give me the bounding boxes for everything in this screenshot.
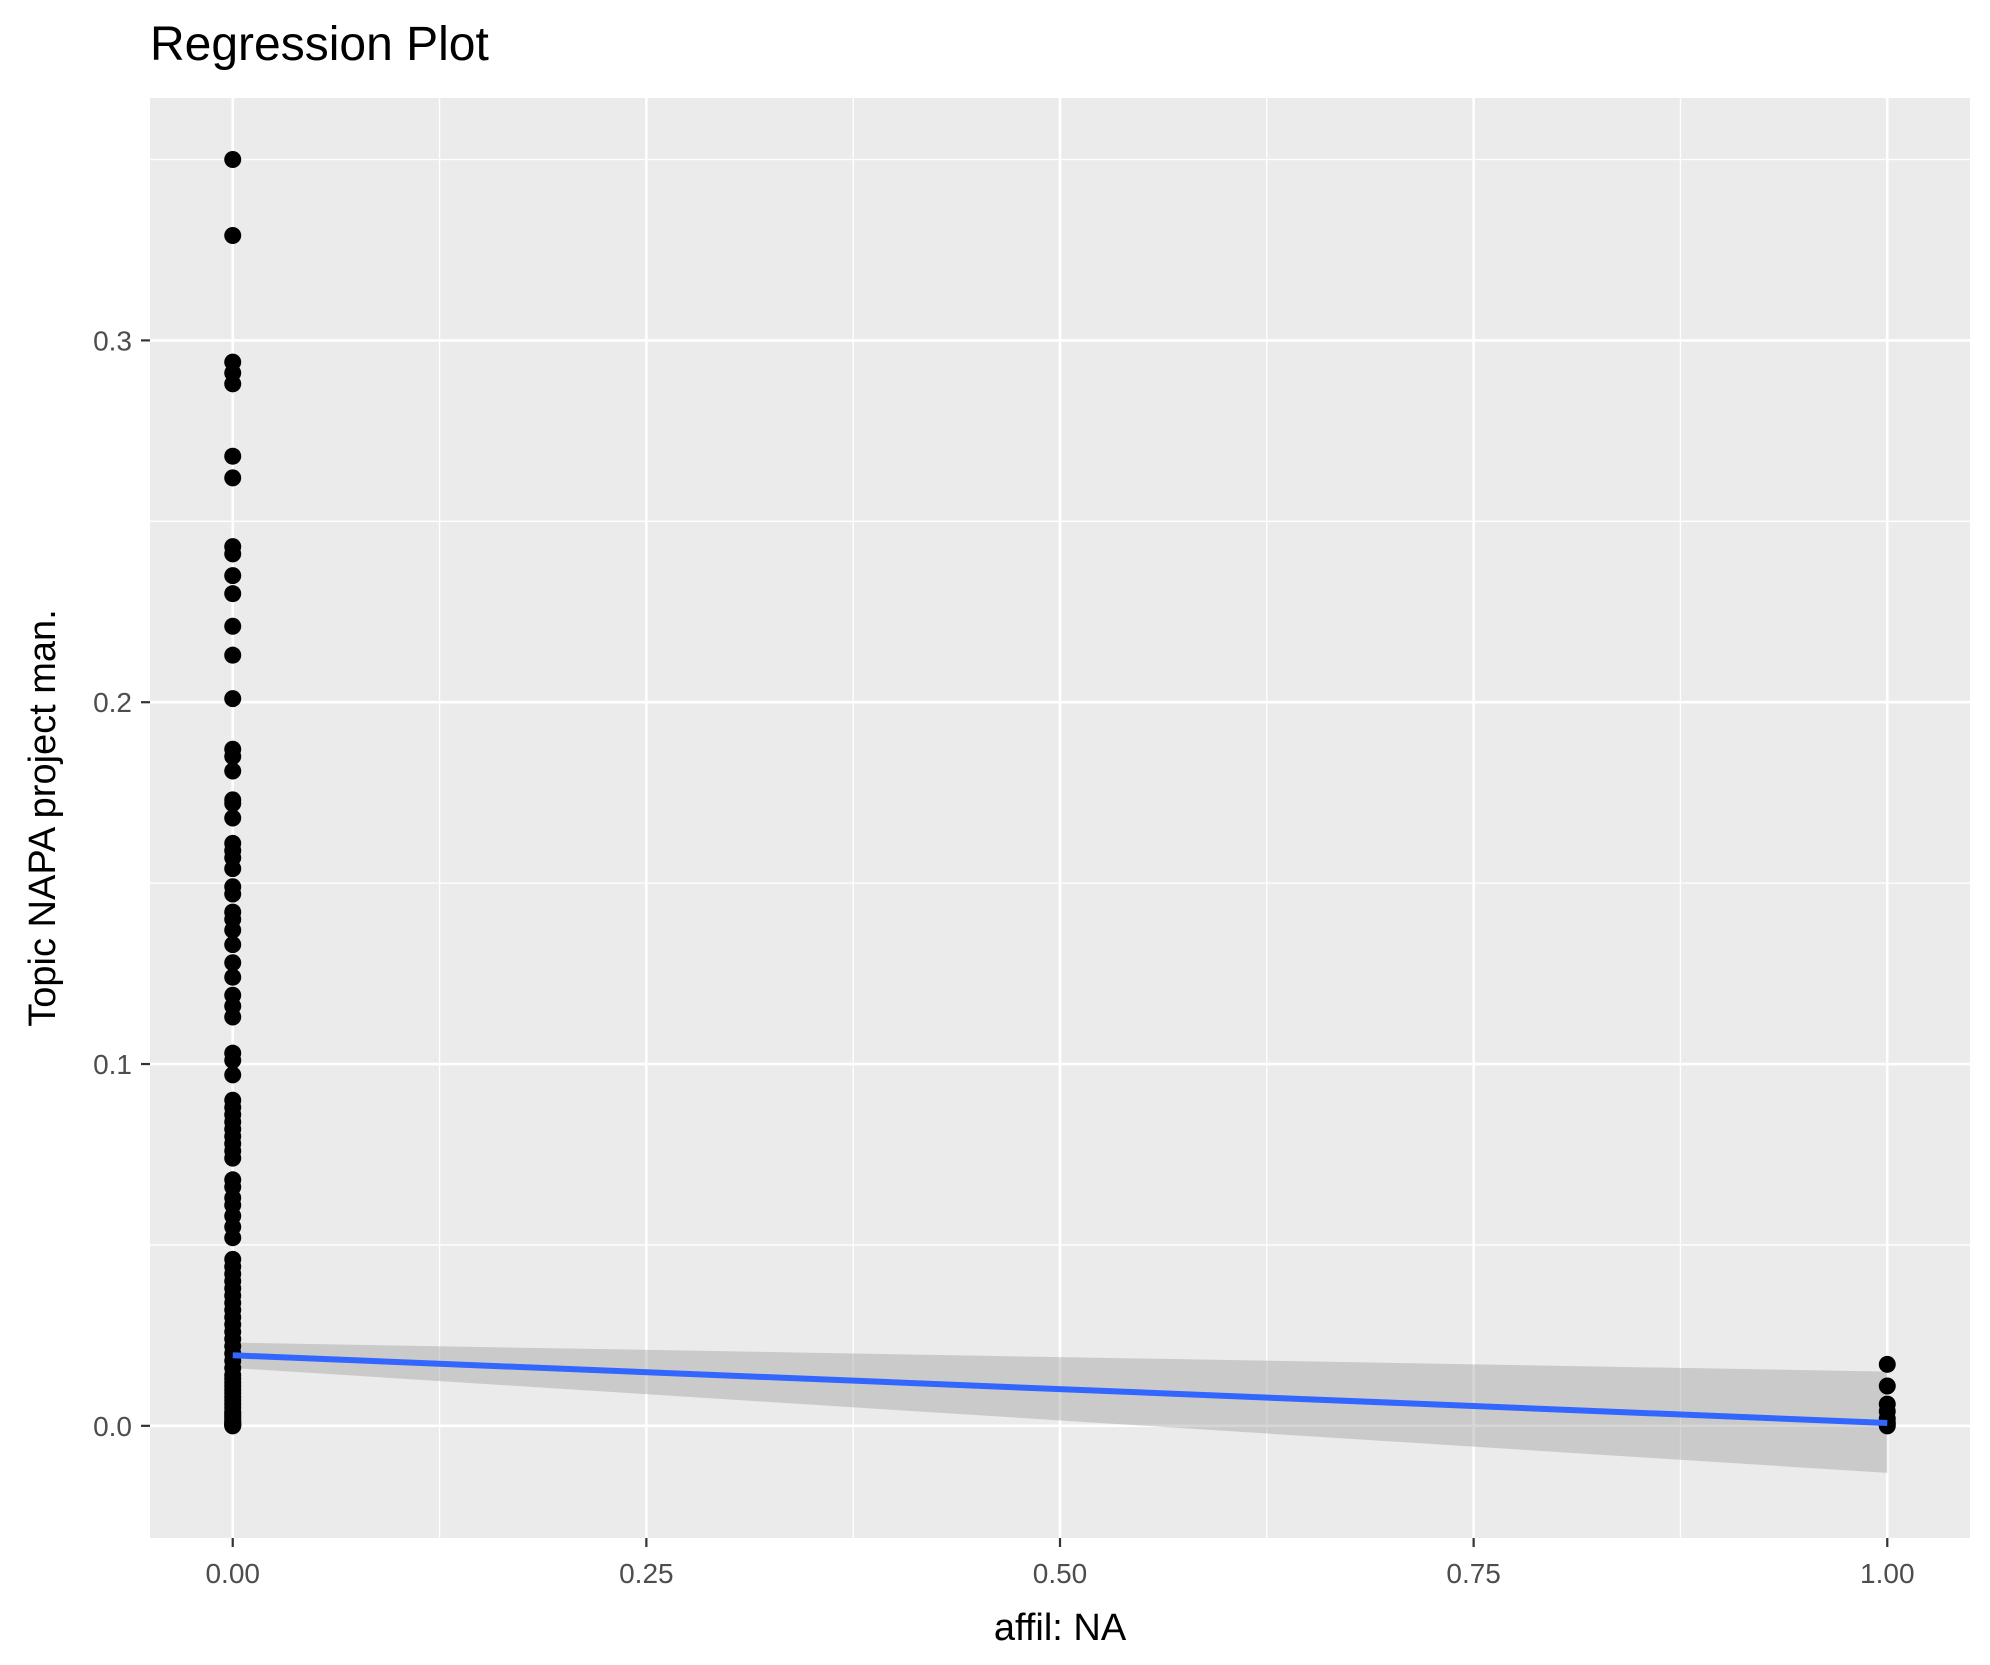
- x-tick-label: 0.50: [1033, 1558, 1088, 1589]
- data-point: [224, 617, 242, 635]
- data-point: [224, 968, 242, 986]
- data-point: [224, 1008, 242, 1026]
- x-axis-label: affil: NA: [994, 1607, 1127, 1649]
- y-tick-label: 0.1: [93, 1049, 132, 1080]
- y-tick-label: 0.0: [93, 1411, 132, 1442]
- x-tick-label: 0.75: [1446, 1558, 1501, 1589]
- x-tick-label: 1.00: [1860, 1558, 1915, 1589]
- data-point: [224, 885, 242, 903]
- data-point: [224, 646, 242, 664]
- data-point: [224, 375, 242, 393]
- major-gridlines: [150, 98, 1970, 1538]
- chart-title: Regression Plot: [150, 18, 489, 71]
- regression-line-layer: [232, 1352, 1888, 1426]
- regression-line: [232, 1352, 1888, 1426]
- y-axis-label: Topic NAPA project man.: [22, 609, 64, 1026]
- data-point: [224, 690, 242, 708]
- x-axis-ticks: 0.00 0.25 0.50 0.75 1.00: [205, 1538, 1915, 1589]
- data-point: [224, 1229, 242, 1247]
- data-point: [224, 567, 242, 585]
- x-tick-label: 0.25: [619, 1558, 674, 1589]
- data-point: [224, 447, 242, 465]
- data-point: [224, 1149, 242, 1167]
- y-tick-label: 0.2: [93, 687, 132, 718]
- data-point: [1878, 1355, 1896, 1373]
- data-point: [1878, 1377, 1896, 1395]
- data-point: [224, 1417, 242, 1435]
- data-point: [224, 795, 242, 813]
- scatter-points: [224, 151, 1896, 1435]
- data-point: [224, 545, 242, 563]
- data-point: [224, 747, 242, 765]
- data-point: [224, 762, 242, 780]
- data-point: [224, 585, 242, 603]
- x-tick-label: 0.00: [205, 1558, 260, 1589]
- data-point: [224, 936, 242, 954]
- data-point: [224, 226, 242, 244]
- data-point: [224, 954, 242, 972]
- data-point: [224, 809, 242, 827]
- data-point: [224, 151, 242, 169]
- data-point: [224, 860, 242, 878]
- y-axis-ticks: 0.0 0.1 0.2 0.3: [93, 325, 150, 1442]
- data-point: [224, 1051, 242, 1069]
- y-tick-label: 0.3: [93, 325, 132, 356]
- data-point: [224, 1066, 242, 1084]
- data-point: [224, 469, 242, 487]
- data-point: [224, 921, 242, 939]
